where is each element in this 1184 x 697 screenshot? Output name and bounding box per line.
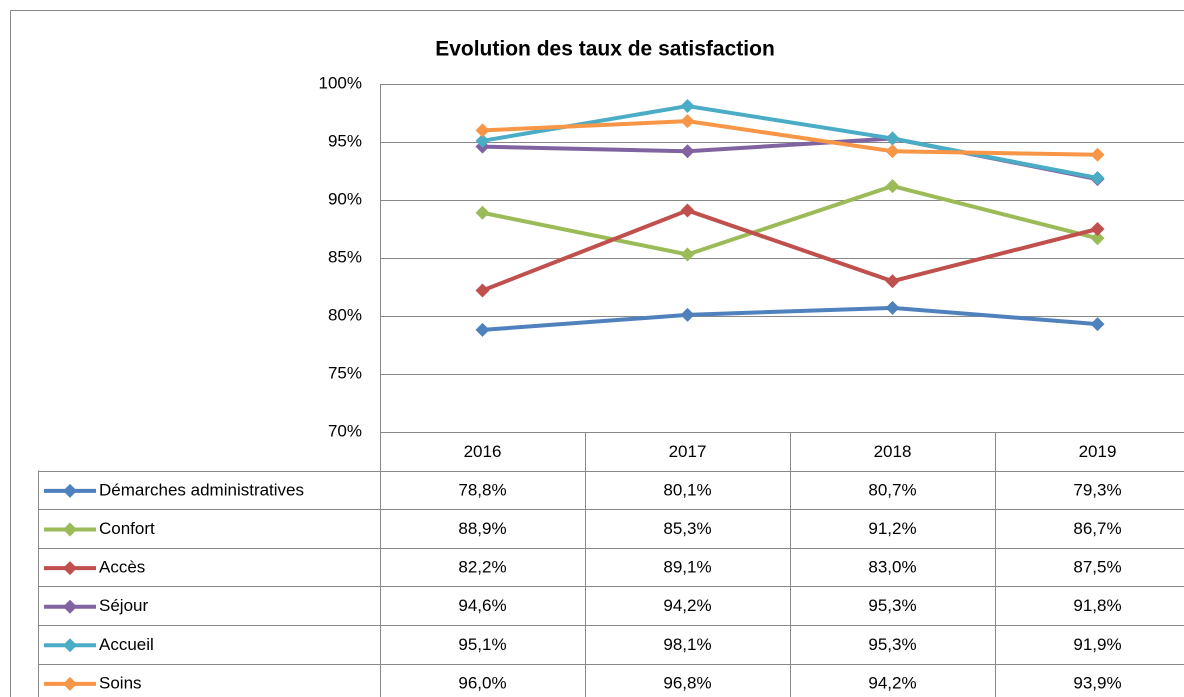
legend-marker xyxy=(63,561,77,576)
series-line xyxy=(482,184,1098,257)
table-value: 78,8% xyxy=(458,480,506,499)
table-value: 96,8% xyxy=(663,673,711,692)
marker xyxy=(680,307,695,322)
table-value: 80,1% xyxy=(663,480,711,499)
x-tick-label: 2017 xyxy=(669,442,707,461)
marker xyxy=(1090,147,1105,162)
series-line xyxy=(482,305,1098,332)
table-value: 88,9% xyxy=(458,519,506,538)
table-value: 91,8% xyxy=(1073,596,1121,615)
marker xyxy=(475,283,490,298)
table-value: 79,3% xyxy=(1073,480,1121,499)
y-tick-label: 100% xyxy=(319,73,362,92)
table-value: 95,3% xyxy=(868,635,916,654)
legend-marker xyxy=(63,676,77,691)
y-tick-label: 85% xyxy=(328,247,362,266)
marker xyxy=(1090,317,1105,332)
table-value: 91,9% xyxy=(1073,635,1121,654)
marker xyxy=(885,274,900,289)
legend-marker xyxy=(63,522,77,537)
y-tick-label: 90% xyxy=(328,189,362,208)
table-value: 85,3% xyxy=(663,519,711,538)
table-value: 80,7% xyxy=(868,480,916,499)
table-value: 89,1% xyxy=(663,558,711,577)
legend-label: Séjour xyxy=(99,596,148,615)
table-value: 82,2% xyxy=(458,558,506,577)
y-tick-label: 95% xyxy=(328,131,362,150)
y-tick-label: 70% xyxy=(328,421,362,440)
marker xyxy=(680,144,695,159)
marker xyxy=(680,203,695,218)
series-line xyxy=(481,208,1098,293)
x-tick-label: 2019 xyxy=(1079,442,1117,461)
x-tick-label: 2016 xyxy=(464,442,502,461)
y-tick-label: 75% xyxy=(328,363,362,382)
table-value: 93,9% xyxy=(1073,673,1121,692)
table-value: 98,1% xyxy=(663,635,711,654)
marker xyxy=(1090,222,1105,236)
marker xyxy=(680,114,695,129)
table-value: 91,2% xyxy=(868,519,916,538)
table-value: 94,2% xyxy=(868,673,916,692)
marker xyxy=(475,205,490,220)
table-value: 83,0% xyxy=(868,558,916,577)
legend-label: Accès xyxy=(99,558,145,577)
legend-label: Confort xyxy=(99,519,155,538)
legend-label: Soins xyxy=(99,673,142,692)
marker xyxy=(680,99,695,114)
chart-title: Evolution des taux de satisfaction xyxy=(435,38,775,61)
marker xyxy=(475,133,490,148)
legend-marker xyxy=(63,483,77,498)
marker xyxy=(885,179,900,194)
marker xyxy=(885,131,900,146)
table-value: 95,1% xyxy=(458,635,506,654)
x-tick-label: 2018 xyxy=(874,442,912,461)
marker xyxy=(475,123,490,138)
legend-marker xyxy=(63,599,77,614)
series-line xyxy=(482,119,1098,157)
marker xyxy=(475,322,490,337)
y-tick-label: 80% xyxy=(328,305,362,324)
marker xyxy=(680,247,695,262)
marker xyxy=(1090,231,1105,246)
table-value: 86,7% xyxy=(1073,519,1121,538)
table-value: 96,0% xyxy=(458,673,506,692)
legend-label: Accueil xyxy=(99,635,154,654)
marker xyxy=(885,144,900,159)
legend-marker xyxy=(63,638,77,653)
table-value: 95,3% xyxy=(868,596,916,615)
legend-label: Démarches administratives xyxy=(99,480,304,499)
table-value: 87,5% xyxy=(1073,558,1121,577)
table-value: 94,6% xyxy=(458,596,506,615)
marker xyxy=(1090,170,1105,185)
series-line xyxy=(482,104,1098,180)
marker xyxy=(885,300,900,315)
table-value: 94,2% xyxy=(663,596,711,615)
